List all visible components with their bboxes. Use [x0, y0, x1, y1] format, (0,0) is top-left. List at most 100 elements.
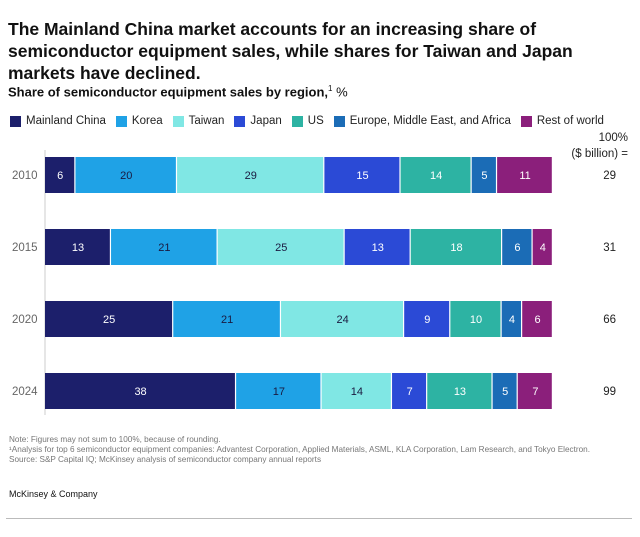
- legend-swatch: [172, 115, 184, 127]
- legend: Mainland China Korea Taiwan Japan US Europe, …: [10, 115, 604, 127]
- chart-subtitle: Share of semiconductor equipment sales b…: [8, 84, 348, 99]
- legend-swatch: [291, 115, 303, 127]
- data-label: 4: [540, 242, 546, 254]
- subtitle-footnote-mark: 1: [328, 84, 333, 93]
- bar-segment: [321, 373, 391, 409]
- data-label: 5: [481, 170, 487, 182]
- legend-swatch: [333, 115, 345, 127]
- data-label: 29: [245, 170, 257, 182]
- data-label: 6: [514, 242, 520, 254]
- category-label: 2010: [12, 170, 38, 182]
- data-label: 21: [221, 314, 233, 326]
- legend-swatch: [520, 115, 532, 127]
- bar-segment: [517, 373, 552, 409]
- bar-segment: [177, 157, 324, 193]
- data-label: 10: [470, 314, 482, 326]
- bar-segment: [392, 373, 427, 409]
- legend-swatch: [10, 115, 21, 127]
- data-label: 6: [535, 314, 541, 326]
- bar-segment: [497, 157, 552, 193]
- total-label: 99: [603, 386, 616, 398]
- totals-header: 100% ($ billion) =: [571, 130, 628, 162]
- bar-segment: [236, 373, 321, 409]
- data-label: 13: [372, 242, 384, 254]
- chart-title: The Mainland China market accounts for a…: [8, 19, 573, 83]
- bar-segment: [400, 157, 471, 193]
- data-label: 25: [275, 242, 287, 254]
- total-label: 29: [603, 170, 616, 182]
- bar-segment: [492, 373, 517, 409]
- legend-label: Japan: [250, 115, 282, 127]
- legend-item: US: [291, 115, 324, 127]
- legend-label: Rest of world: [536, 115, 604, 127]
- data-label: 25: [103, 314, 115, 326]
- category-label: 2020: [12, 314, 38, 326]
- data-label: 38: [134, 386, 146, 398]
- bar-segment: [501, 301, 522, 337]
- data-label: 24: [336, 314, 348, 326]
- data-label: 15: [356, 170, 368, 182]
- legend-label: Korea: [131, 115, 163, 127]
- bar-segment: [281, 301, 403, 337]
- bar-segment: [404, 301, 450, 337]
- legend-item: Mainland China: [10, 115, 106, 127]
- data-label: 14: [351, 386, 363, 398]
- legend-label: Europe, Middle East, and Africa: [349, 115, 511, 127]
- bottom-divider: [6, 518, 632, 519]
- bar-segment: [471, 157, 496, 193]
- bar-segment: [45, 229, 110, 265]
- brand: McKinsey & Company: [9, 489, 98, 499]
- data-label: 7: [532, 386, 538, 398]
- legend-label: Mainland China: [26, 115, 106, 127]
- bar-segment: [45, 301, 173, 337]
- totals-header-line-2: ($ billion) =: [571, 148, 628, 160]
- data-label: 4: [509, 314, 515, 326]
- data-label: 7: [407, 386, 413, 398]
- totals-header-line-1: 100%: [598, 132, 628, 144]
- legend-item: Japan: [234, 115, 282, 127]
- bar-segment: [344, 229, 410, 265]
- bar-segment: [45, 157, 75, 193]
- note-source: Source: S&P Capital IQ; McKinsey analysi…: [9, 455, 322, 464]
- legend-swatch: [115, 115, 127, 127]
- data-label: 13: [454, 386, 466, 398]
- bar-segment: [522, 301, 552, 337]
- bar-segment: [217, 229, 344, 265]
- data-label: 6: [57, 170, 63, 182]
- category-label: 2015: [12, 242, 38, 254]
- bar-segment: [532, 229, 552, 265]
- legend-item: Korea: [115, 115, 163, 127]
- category-label: 2024: [12, 386, 38, 398]
- bar-segment: [450, 301, 501, 337]
- data-label: 21: [158, 242, 170, 254]
- legend-item: Rest of world: [520, 115, 604, 127]
- bar-segment: [45, 373, 235, 409]
- bar-segment: [410, 229, 501, 265]
- total-label: 31: [603, 242, 616, 254]
- bar-segment: [324, 157, 400, 193]
- data-label: 5: [502, 386, 508, 398]
- legend-item: Taiwan: [172, 115, 225, 127]
- bar-segment: [75, 157, 176, 193]
- data-label: 9: [424, 314, 430, 326]
- data-label: 18: [450, 242, 462, 254]
- subtitle-unit: %: [336, 84, 348, 100]
- data-label: 14: [430, 170, 442, 182]
- bar-segment: [173, 301, 280, 337]
- legend-label: Taiwan: [188, 115, 225, 127]
- legend-swatch: [234, 115, 246, 127]
- data-label: 11: [519, 170, 530, 182]
- data-label: 20: [120, 170, 132, 182]
- note-footnote-1: ¹Analysis for top 6 semiconductor equipm…: [9, 445, 591, 454]
- total-label: 66: [603, 314, 616, 326]
- note-rounding: Note: Figures may not sum to 100%, becau…: [9, 435, 221, 444]
- subtitle-text: Share of semiconductor equipment sales b…: [8, 84, 329, 100]
- notes: Note: Figures may not sum to 100%, becau…: [9, 435, 590, 465]
- data-label: 17: [273, 386, 285, 398]
- data-label: 13: [72, 242, 84, 254]
- bar-segment: [427, 373, 492, 409]
- legend-label: US: [307, 115, 324, 127]
- bar-segment: [502, 229, 532, 265]
